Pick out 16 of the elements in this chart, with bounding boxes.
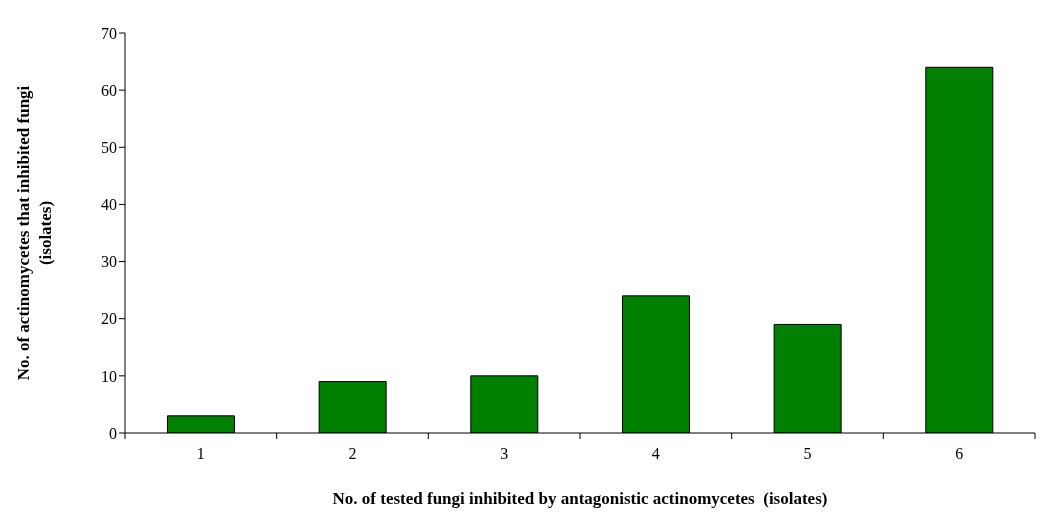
y-tick-label: 0 — [109, 424, 117, 442]
y-tick-label: 70 — [101, 24, 117, 42]
y-tick-label: 20 — [101, 310, 117, 328]
x-axis-title: No. of tested fungi inhibited by antagonistic actinomycetes (isolates) — [331, 489, 829, 509]
x-tick-label: 6 — [955, 445, 964, 462]
y-tick-label: 10 — [101, 367, 117, 385]
x-tick-label: 3 — [500, 445, 509, 462]
x-tick-label: 4 — [651, 445, 660, 462]
y-tick-label: 50 — [101, 138, 117, 156]
x-tick-label: 2 — [348, 445, 357, 462]
x-tick-label: 5 — [803, 445, 812, 462]
y-tick-label: 40 — [101, 196, 117, 214]
y-axis-title: No. of actinomycetes that inhibited fungi (isolates) — [13, 84, 56, 383]
y-tick-label: 60 — [101, 81, 117, 99]
x-tick-label: 1 — [196, 445, 205, 462]
y-tick-label: 30 — [101, 253, 117, 271]
